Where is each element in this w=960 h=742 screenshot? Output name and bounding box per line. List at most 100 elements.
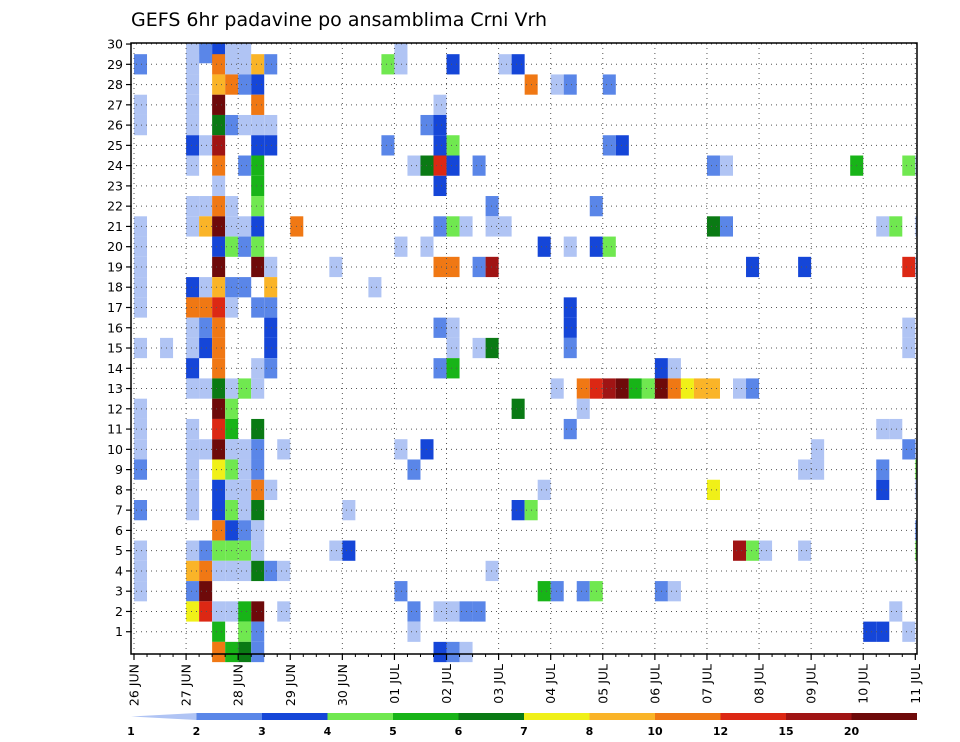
heatmap-cell	[251, 500, 265, 521]
heatmap-cell	[251, 297, 265, 318]
heatmap-cell	[134, 459, 148, 480]
heatmap-cell	[511, 54, 525, 75]
heatmap-cell	[563, 74, 577, 95]
heatmap-cell	[186, 581, 200, 602]
heatmap-cell	[134, 398, 148, 419]
heatmap-cell	[889, 418, 903, 440]
heatmap-cell	[186, 479, 200, 501]
heatmap-cell	[537, 236, 551, 257]
heatmap-cell	[563, 236, 577, 257]
heatmap-cell	[238, 74, 252, 95]
x-tick-label: 29 JUN	[283, 664, 298, 706]
heatmap-cell	[641, 378, 655, 399]
heatmap-cell	[251, 418, 265, 440]
heatmap-cell	[212, 520, 226, 541]
colorbar-segment	[786, 713, 852, 720]
y-tick-label: 10	[107, 442, 123, 457]
heatmap-cell	[472, 601, 486, 622]
heatmap-cell	[485, 216, 499, 237]
heatmap-cell	[550, 378, 564, 399]
heatmap-cell	[212, 560, 226, 582]
heatmap-cell	[433, 155, 447, 176]
heatmap-cell	[186, 114, 200, 136]
colorbar-segment	[327, 713, 393, 720]
heatmap-cell	[446, 358, 460, 379]
y-tick-label: 24	[107, 158, 123, 173]
heatmap-cell	[251, 439, 265, 460]
y-tick-label: 2	[115, 604, 123, 619]
heatmap-cell	[199, 540, 213, 561]
heatmap-cell	[199, 317, 213, 338]
heatmap-cell	[863, 621, 877, 642]
heatmap-cell	[238, 378, 252, 399]
colorbar-segment	[720, 713, 786, 720]
y-tick-label: 23	[107, 178, 123, 193]
heatmap-cell	[212, 378, 226, 399]
heatmap-cell	[251, 216, 265, 237]
heatmap-cell	[212, 74, 226, 95]
heatmap-cell	[733, 378, 747, 399]
heatmap-cell	[134, 560, 148, 582]
colorbar-label: 15	[778, 725, 793, 738]
heatmap-cell	[329, 256, 343, 278]
heatmap-cell	[394, 54, 408, 75]
heatmap-cell	[602, 74, 616, 95]
heatmap-cell	[186, 277, 200, 298]
heatmap-cell	[485, 560, 499, 582]
heatmap-cell	[667, 581, 681, 602]
heatmap-cell	[446, 641, 460, 663]
colorbar-label: 3	[258, 725, 266, 738]
heatmap-cell	[134, 337, 148, 359]
colorbar-label: 2	[193, 725, 201, 738]
heatmap-cell	[134, 581, 148, 602]
heatmap-cell	[134, 236, 148, 257]
heatmap-cell	[433, 94, 447, 115]
heatmap-cell	[433, 317, 447, 338]
heatmap-cell	[212, 175, 226, 197]
heatmap-cell	[238, 155, 252, 176]
x-tick-label: 06 JUL	[647, 664, 662, 704]
heatmap-cell	[693, 378, 707, 399]
y-tick-label: 6	[115, 523, 123, 538]
colorbar-segment	[393, 713, 459, 720]
heatmap-cell	[485, 256, 499, 278]
heatmap-cell	[433, 601, 447, 622]
heatmap-cell	[264, 297, 278, 318]
chart-title: GEFS 6hr padavine po ansamblima Crni Vrh	[131, 9, 547, 31]
heatmap-cell	[186, 74, 200, 95]
y-tick-label: 17	[107, 300, 123, 315]
heatmap-cell	[238, 216, 252, 237]
y-tick-label: 12	[107, 401, 123, 416]
heatmap-cell	[238, 114, 252, 136]
heatmap-cell	[602, 378, 616, 399]
y-tick-label: 20	[107, 239, 123, 254]
heatmap-cell	[902, 337, 916, 359]
heatmap-cell	[407, 459, 421, 480]
heatmap-cell	[212, 94, 226, 115]
heatmap-cell	[251, 155, 265, 176]
y-tick-label: 25	[107, 138, 123, 153]
y-tick-label: 16	[107, 320, 123, 335]
heatmap-cell	[876, 216, 890, 237]
heatmap-cell	[277, 560, 291, 582]
heatmap-cell	[212, 135, 226, 156]
heatmap-cell	[433, 641, 447, 663]
heatmap-cell	[212, 439, 226, 460]
heatmap-cell	[225, 641, 239, 663]
colorbar-segment	[524, 713, 590, 720]
heatmap-cell	[680, 378, 694, 399]
heatmap-cell	[615, 135, 629, 156]
heatmap-cell	[264, 337, 278, 359]
heatmap-cell	[212, 358, 226, 379]
heatmap-cell	[238, 540, 252, 561]
colorbar-label: 4	[324, 725, 332, 738]
heatmap-cell	[485, 337, 499, 359]
heatmap-cell	[706, 216, 720, 237]
heatmap-cell	[446, 256, 460, 278]
y-tick-label: 18	[107, 280, 123, 295]
heatmap-cell	[433, 135, 447, 156]
heatmap-cell	[186, 94, 200, 115]
heatmap-cell	[667, 358, 681, 379]
heatmap-cell	[251, 94, 265, 115]
